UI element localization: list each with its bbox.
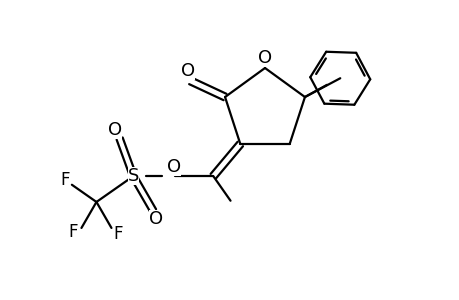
Text: S: S xyxy=(127,167,139,185)
Text: O: O xyxy=(149,210,163,228)
Text: F: F xyxy=(68,223,78,241)
Text: F: F xyxy=(113,225,123,243)
Text: O: O xyxy=(167,158,181,176)
Text: O: O xyxy=(107,121,122,139)
Text: O: O xyxy=(180,62,194,80)
Text: O: O xyxy=(257,49,271,67)
Text: F: F xyxy=(60,171,69,189)
